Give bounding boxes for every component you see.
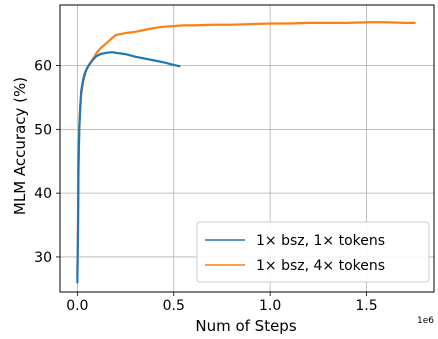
legend-label-series-1: 1× bsz, 1× tokens <box>256 233 385 249</box>
series-line-1 <box>76 51 181 284</box>
x-tick-label: 0.0 <box>66 298 88 314</box>
x-tick-label: 0.5 <box>163 298 185 314</box>
y-tick-label: 60 <box>34 59 52 75</box>
y-tick-label: 30 <box>34 250 52 266</box>
x-scale-label: 1e6 <box>417 316 434 326</box>
plot-lines <box>76 21 416 284</box>
x-ticks: 0.0 0.5 1.0 1.5 <box>66 292 378 314</box>
y-axis-label: MLM Accuracy (%) <box>11 77 29 215</box>
legend: 1× bsz, 1× tokens 1× bsz, 4× tokens <box>196 221 430 283</box>
legend-box <box>196 221 430 283</box>
plot-frame <box>59 4 435 293</box>
x-tick-label: 1.0 <box>259 298 281 314</box>
x-tick-label: 1.5 <box>355 298 377 314</box>
y-tick-label: 40 <box>34 186 52 202</box>
y-ticks: 30 40 50 60 <box>34 59 60 266</box>
legend-label-series-2: 1× bsz, 4× tokens <box>256 258 385 274</box>
x-axis-label: Num of Steps <box>195 317 296 335</box>
y-tick-label: 50 <box>34 122 52 138</box>
